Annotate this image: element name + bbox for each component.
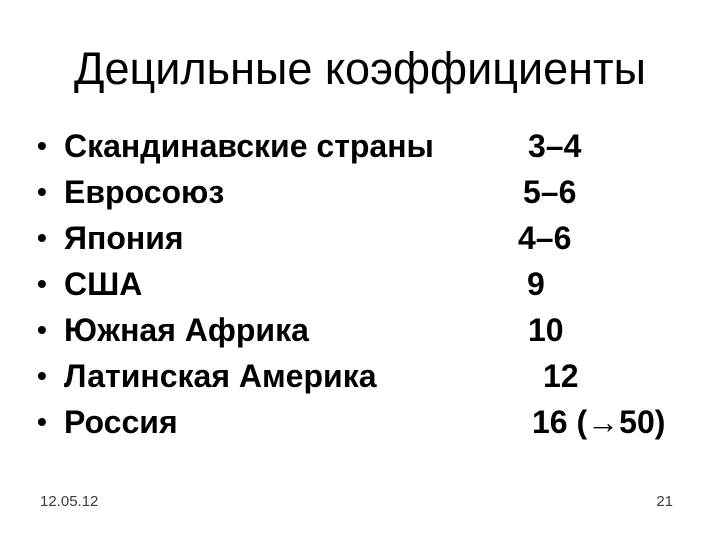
footer-date: 12.05.12 — [40, 493, 99, 510]
country-label: США — [64, 266, 143, 302]
coefficient-value: 3–4 — [528, 128, 582, 164]
coefficient-value: 5–6 — [523, 174, 577, 210]
bullet-icon: • — [37, 406, 47, 437]
slide-title: Децильные коэффициенты — [74, 43, 646, 94]
bullet-list: • Скандинавские страны 3–4 • Евросоюз 5–… — [0, 123, 720, 445]
list-item: • Южная Африка 10 — [0, 307, 720, 353]
bullet-icon: • — [37, 268, 47, 299]
bullet-icon: • — [37, 176, 47, 207]
page-number: 21 — [656, 493, 673, 510]
bullet-icon: • — [37, 360, 47, 391]
country-label: Южная Африка — [64, 312, 309, 348]
country-label: Евросоюз — [64, 174, 225, 210]
coefficient-value: 12 — [543, 358, 579, 394]
bullet-icon: • — [37, 222, 47, 253]
coefficient-value: 9 — [527, 266, 545, 302]
list-item: • Скандинавские страны 3–4 — [0, 123, 720, 169]
country-label: Россия — [64, 404, 178, 440]
coefficient-value: 4–6 — [518, 220, 572, 256]
coefficient-value: 16 (→50) — [532, 404, 666, 440]
list-item: • США 9 — [0, 261, 720, 307]
country-label: Латинская Америка — [64, 358, 377, 394]
list-item: • Россия 16 (→50) — [0, 399, 720, 445]
coefficient-value: 10 — [528, 312, 564, 348]
bullet-icon: • — [37, 314, 47, 345]
list-item: • Евросоюз 5–6 — [0, 169, 720, 215]
country-label: Скандинавские страны — [64, 128, 434, 164]
list-item: • Латинская Америка 12 — [0, 353, 720, 399]
list-item: • Япония 4–6 — [0, 215, 720, 261]
bullet-icon: • — [37, 130, 47, 161]
country-label: Япония — [64, 220, 184, 256]
